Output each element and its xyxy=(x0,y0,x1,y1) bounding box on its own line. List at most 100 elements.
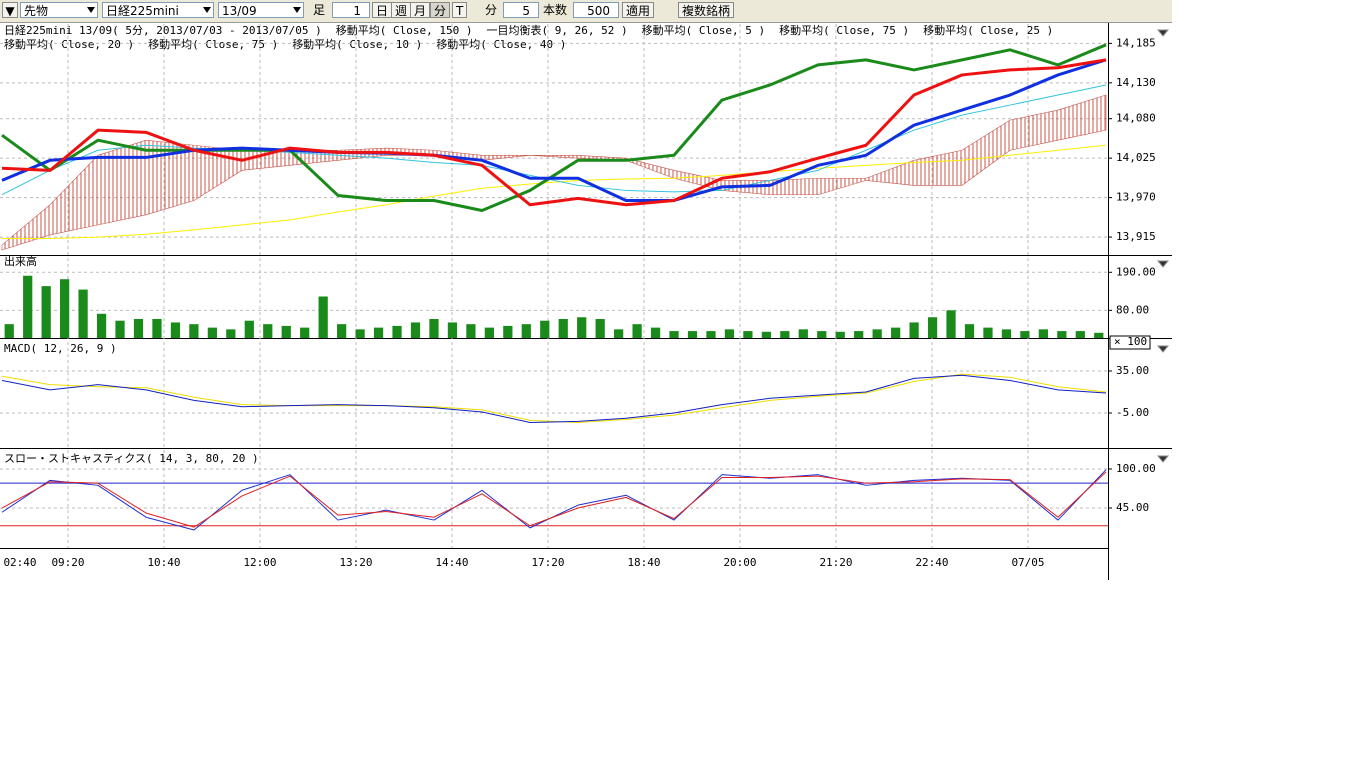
time-label: 02:40 xyxy=(3,556,36,569)
panel-menu xyxy=(1156,455,1170,463)
volume-bar xyxy=(835,331,845,338)
volume-bar xyxy=(521,324,531,338)
y-tick-label: 14,185 xyxy=(1116,36,1156,49)
legend-text: 移動平均( Close, 25 ) xyxy=(923,23,1053,37)
volume-bar xyxy=(780,331,790,338)
bar-label: 足 xyxy=(313,3,326,17)
volume-bar xyxy=(300,327,310,338)
time-label: 17:20 xyxy=(531,556,564,569)
volume-bar xyxy=(170,322,181,338)
volume-bar xyxy=(872,329,882,338)
y-tick-label: -5.00 xyxy=(1116,406,1149,419)
volume-bar xyxy=(337,324,347,338)
volume-bar xyxy=(595,318,605,338)
volume-bar xyxy=(983,327,993,338)
volume-bar xyxy=(115,320,125,338)
volume-bar xyxy=(318,296,328,338)
menu-button[interactable]: ▼ xyxy=(2,2,18,18)
volume-bar xyxy=(484,327,494,338)
volume-bar xyxy=(447,322,458,338)
line-series xyxy=(1,374,1107,423)
minute-button[interactable]: 分 xyxy=(430,2,451,18)
volume-bar xyxy=(540,320,550,338)
volume-bar xyxy=(946,310,956,338)
symbol-select[interactable]: 日経225mini xyxy=(102,2,214,18)
volume-bar xyxy=(761,331,771,338)
tick-button[interactable]: T xyxy=(452,2,468,18)
interval-input[interactable]: 5 xyxy=(503,2,539,18)
time-label: 10:40 xyxy=(147,556,180,569)
time-label: 07/05 xyxy=(1011,556,1044,569)
volume-bar xyxy=(189,324,199,338)
panel-title: MACD( 12, 26, 9 ) xyxy=(4,342,117,355)
volume-bar xyxy=(817,331,827,338)
volume-bar xyxy=(78,289,88,338)
volume-bar xyxy=(650,327,661,338)
legend-text: 移動平均( Close, 150 ) xyxy=(336,23,473,37)
volume-bar xyxy=(355,329,365,338)
y-tick-label: 14,025 xyxy=(1116,151,1156,164)
volume-bar xyxy=(1075,331,1085,338)
market-select[interactable]: 先物 xyxy=(20,2,98,18)
volume-bar xyxy=(927,317,938,338)
legend-text: 移動平均( Close, 20 ) xyxy=(4,37,134,51)
volume-bar xyxy=(41,286,51,338)
volume-bar xyxy=(4,324,14,338)
day-button[interactable]: 日 xyxy=(372,2,393,18)
legend-text: 移動平均( Close, 75 ) xyxy=(148,37,278,51)
legend-text: 移動平均( Close, 75 ) xyxy=(779,23,909,37)
contract-select[interactable]: 13/09 xyxy=(218,2,304,18)
line-series xyxy=(2,144,1107,239)
volume-bar xyxy=(854,331,864,338)
volume-bar xyxy=(263,324,273,338)
line-series xyxy=(1,58,1107,207)
volume-bar xyxy=(392,325,402,338)
volume-bar xyxy=(429,318,439,338)
y-tick-label: 14,130 xyxy=(1116,76,1156,89)
legend-text: 移動平均( Close, 5 ) xyxy=(642,23,765,37)
volume-bar xyxy=(96,313,107,338)
y-tick-label: 35.00 xyxy=(1116,364,1149,377)
multi-button[interactable]: 複数銘柄 xyxy=(678,2,735,18)
panel-title: 出来高 xyxy=(4,254,37,268)
legend-text: 移動平均( Close, 10 ) xyxy=(292,37,422,51)
volume-bar xyxy=(1094,332,1104,338)
volume-bar xyxy=(669,331,679,338)
unit-label: × 100 xyxy=(1114,335,1147,348)
bar-count-input[interactable]: 1 xyxy=(332,2,370,18)
time-label: 13:20 xyxy=(339,556,372,569)
panel-menu xyxy=(1156,29,1170,37)
volume-bar xyxy=(798,329,808,338)
volume-bar xyxy=(60,279,70,338)
volume-bar xyxy=(152,318,162,338)
y-tick-label: 80.00 xyxy=(1116,303,1149,316)
count-input[interactable]: 500 xyxy=(573,2,619,18)
volume-bar xyxy=(632,324,642,338)
y-tick-label: 14,080 xyxy=(1116,112,1156,125)
volume-bar xyxy=(281,325,291,338)
apply-button[interactable]: 適用 xyxy=(622,2,655,18)
legend-text: 日経225mini 13/09( 5分, 2013/07/03 - 2013/0… xyxy=(4,24,322,37)
time-label: 20:00 xyxy=(723,556,756,569)
time-label: 21:20 xyxy=(819,556,852,569)
y-tick-label: 190.00 xyxy=(1116,265,1156,278)
plot-bg xyxy=(0,23,1108,580)
time-label: 22:40 xyxy=(915,556,948,569)
volume-bar xyxy=(244,320,254,338)
count-label: 本数 xyxy=(543,3,568,17)
panel-menu xyxy=(1156,260,1170,268)
volume-bar xyxy=(577,317,587,338)
volume-bar xyxy=(909,322,919,338)
volume-bar xyxy=(614,329,624,338)
volume-bar xyxy=(23,275,33,338)
time-label: 12:00 xyxy=(243,556,276,569)
volume-bar xyxy=(410,322,421,338)
volume-bar xyxy=(1038,329,1048,338)
line-series xyxy=(1,373,1107,423)
volume-bar xyxy=(466,324,476,338)
volume-bar xyxy=(724,329,735,338)
volume-bar xyxy=(743,331,753,338)
month-button[interactable]: 月 xyxy=(410,2,431,18)
volume-bar xyxy=(226,329,236,338)
volume-bar xyxy=(1001,329,1012,338)
